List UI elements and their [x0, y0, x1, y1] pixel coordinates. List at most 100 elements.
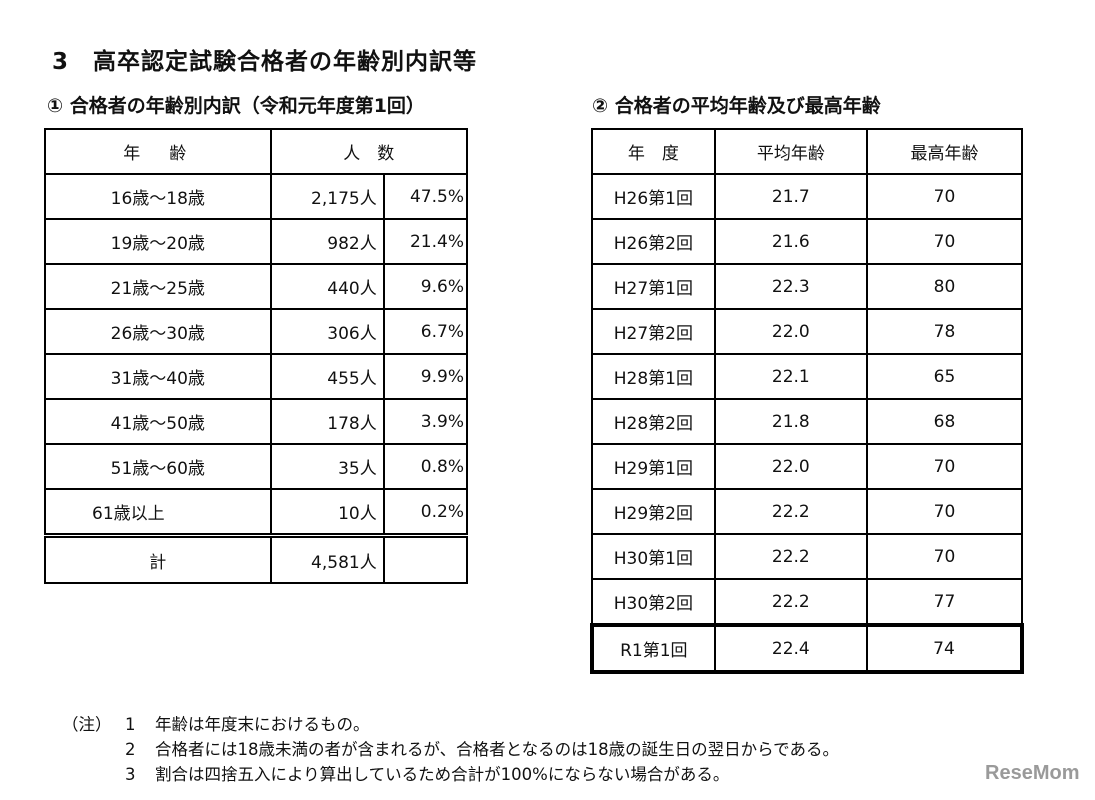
count-cell: 2,175人: [269, 173, 385, 220]
table-row: 41歳～50歳 178人 3.9%: [44, 398, 469, 445]
max-cell: 68: [865, 398, 1024, 445]
table-row: H30第1回 22.2 70: [591, 533, 1024, 580]
table-row: 19歳～20歳 982人 21.4%: [44, 218, 469, 265]
resemom-logo: ReseMom: [985, 762, 1080, 784]
year-cell: H30第2回: [591, 578, 716, 626]
header-max: 最高年齢: [865, 128, 1024, 175]
year-cell: H29第2回: [591, 488, 716, 535]
note-text: 年齢は年度末におけるもの。: [155, 715, 370, 734]
pct-cell: 9.9%: [382, 353, 469, 400]
max-cell: 78: [865, 308, 1024, 355]
year-cell: H28第1回: [591, 353, 716, 400]
table-row: H29第2回 22.2 70: [591, 488, 1024, 535]
year-cell: H27第1回: [591, 263, 716, 310]
total-count: 4,581人: [269, 533, 385, 584]
count-cell: 455人: [269, 353, 385, 400]
avg-cell: 22.2: [713, 488, 868, 535]
table-header-row: 年 齢 人 数: [44, 128, 469, 175]
avg-cell: 22.0: [713, 443, 868, 490]
age-cell: 26歳～30歳: [44, 308, 272, 355]
header-year: 年 度: [591, 128, 716, 175]
table-row: 51歳～60歳 35人 0.8%: [44, 443, 469, 490]
note-text: 合格者には18歳未満の者が含まれるが、合格者となるのは18歳の誕生日の翌日からで…: [155, 740, 840, 759]
max-cell: 70: [865, 173, 1024, 220]
table-row: H28第2回 21.8 68: [591, 398, 1024, 445]
table-row: H28第1回 22.1 65: [591, 353, 1024, 400]
pct-cell: 21.4%: [382, 218, 469, 265]
total-row: 計 4,581人: [44, 533, 469, 584]
table-row: 21歳～25歳 440人 9.6%: [44, 263, 469, 310]
count-cell: 10人: [269, 488, 385, 537]
table-row: 61歳以上 10人 0.2%: [44, 488, 469, 537]
year-cell: H30第1回: [591, 533, 716, 580]
max-cell: 70: [865, 443, 1024, 490]
section2-heading: ② 合格者の平均年齢及び最高年齢: [592, 95, 881, 117]
max-cell: 77: [865, 578, 1024, 626]
avg-cell: 22.4: [713, 623, 868, 674]
year-cell: H26第1回: [591, 173, 716, 220]
age-cell: 61歳以上: [44, 488, 272, 537]
note-number: 2: [125, 740, 136, 759]
age-cell: 19歳～20歳: [44, 218, 272, 265]
count-cell: 440人: [269, 263, 385, 310]
note-number: 1: [125, 715, 136, 734]
year-cell: H29第1回: [591, 443, 716, 490]
max-cell: 80: [865, 263, 1024, 310]
age-cell: 41歳～50歳: [44, 398, 272, 445]
notes: （注） 1 年齢は年度末におけるもの。 2 合格者には18歳未満の者が含まれるが、合格…: [62, 712, 839, 787]
max-cell: 70: [865, 218, 1024, 265]
table-row: H26第1回 21.7 70: [591, 173, 1024, 220]
table-row: H29第1回 22.0 70: [591, 443, 1024, 490]
pct-cell: 3.9%: [382, 398, 469, 445]
notes-label: （注）: [62, 715, 112, 734]
pct-cell: 0.8%: [382, 443, 469, 490]
avg-cell: 21.6: [713, 218, 868, 265]
table-row: 16歳～18歳 2,175人 47.5%: [44, 173, 469, 220]
year-cell: R1第1回: [590, 623, 716, 674]
avg-cell: 22.0: [713, 308, 868, 355]
header-count: 人 数: [269, 128, 469, 175]
section1-heading: ① 合格者の年齢別内訳（令和元年度第1回）: [47, 95, 425, 117]
table-row: 31歳～40歳 455人 9.9%: [44, 353, 469, 400]
total-label: 計: [44, 533, 272, 584]
avg-cell: 21.8: [713, 398, 868, 445]
count-cell: 982人: [269, 218, 385, 265]
age-cell: 51歳～60歳: [44, 443, 272, 490]
max-cell: 70: [865, 533, 1024, 580]
age-breakdown-table: 年 齢 人 数 16歳～18歳 2,175人 47.5% 19歳～20歳 982人 21…: [44, 128, 469, 584]
pct-cell: 47.5%: [382, 173, 469, 220]
year-cell: H27第2回: [591, 308, 716, 355]
count-cell: 178人: [269, 398, 385, 445]
avg-cell: 22.1: [713, 353, 868, 400]
avg-cell: 22.3: [713, 263, 868, 310]
table-row: 26歳～30歳 306人 6.7%: [44, 308, 469, 355]
total-pct: [382, 533, 469, 584]
note-text: 割合は四捨五入により算出しているため合計が100%にならない場合がある。: [155, 765, 730, 784]
note-number: 3: [125, 765, 136, 784]
highlighted-row: R1第1回 22.4 74: [590, 623, 1025, 674]
year-cell: H26第2回: [591, 218, 716, 265]
age-cell: 31歳～40歳: [44, 353, 272, 400]
max-cell: 65: [865, 353, 1024, 400]
pct-cell: 6.7%: [382, 308, 469, 355]
count-cell: 35人: [269, 443, 385, 490]
avg-cell: 22.2: [713, 533, 868, 580]
avg-cell: 21.7: [713, 173, 868, 220]
table-row: H26第2回 21.6 70: [591, 218, 1024, 265]
count-cell: 306人: [269, 308, 385, 355]
year-cell: H28第2回: [591, 398, 716, 445]
table-row: H27第1回 22.3 80: [591, 263, 1024, 310]
pct-cell: 0.2%: [382, 488, 469, 537]
page-title: 3 高卒認定試験合格者の年齢別内訳等: [52, 49, 478, 75]
header-age: 年 齢: [44, 128, 272, 175]
max-cell: 70: [865, 488, 1024, 535]
avg-cell: 22.2: [713, 578, 868, 626]
header-avg: 平均年齢: [713, 128, 868, 175]
age-cell: 16歳～18歳: [44, 173, 272, 220]
table-row: H30第2回 22.2 77: [591, 578, 1024, 626]
age-cell: 21歳～25歳: [44, 263, 272, 310]
pct-cell: 9.6%: [382, 263, 469, 310]
table-row: H27第2回 22.0 78: [591, 308, 1024, 355]
max-cell: 74: [865, 623, 1025, 674]
average-max-age-table: 年 度 平均年齢 最高年齢 H26第1回 21.7 70 H26第2回 21.6 70 …: [590, 128, 1025, 674]
